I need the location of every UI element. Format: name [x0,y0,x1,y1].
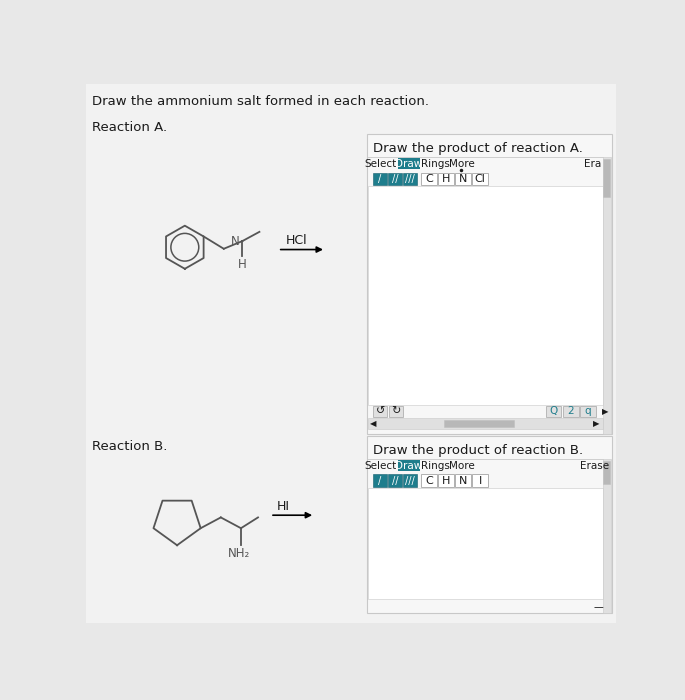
Text: N: N [459,475,467,486]
Bar [603,159,610,197]
Text: More: More [449,159,475,169]
Text: Draw: Draw [395,159,423,169]
Bar [367,436,612,613]
Text: Draw: Draw [395,461,423,471]
Text: /: / [379,174,382,183]
Text: ///: /// [405,475,414,486]
Text: N: N [459,174,467,183]
Bar [388,475,402,486]
Bar [398,158,420,169]
Bar [473,475,488,486]
Bar [373,172,387,185]
Text: 2: 2 [567,406,574,416]
Text: NH₂: NH₂ [228,547,251,560]
Text: ▶: ▶ [593,419,599,428]
Bar [580,406,595,416]
Bar [438,172,453,185]
Text: Rings: Rings [421,461,450,471]
Text: Cl: Cl [475,174,486,183]
Text: Draw the product of reaction B.: Draw the product of reaction B. [373,444,583,456]
Text: Reaction B.: Reaction B. [92,440,167,453]
Text: q: q [584,406,591,416]
Text: Erase: Erase [580,461,610,471]
Bar [456,172,471,185]
Text: Q: Q [549,406,558,416]
Text: //: // [392,475,398,486]
Bar [445,420,514,428]
Text: C: C [425,475,433,486]
Text: Reaction A.: Reaction A. [92,121,167,134]
Bar [473,172,488,185]
Bar [388,172,402,185]
Bar [438,475,453,486]
Text: N: N [232,234,240,248]
Bar [603,157,611,434]
Bar [421,172,437,185]
Text: Era: Era [584,159,601,169]
Text: Draw the ammonium salt formed in each reaction.: Draw the ammonium salt formed in each re… [92,94,429,108]
Text: ///: /// [405,174,414,183]
Text: HCl: HCl [286,234,308,247]
Text: ↺: ↺ [375,406,385,416]
Bar [403,475,416,486]
Text: Draw the product of reaction A.: Draw the product of reaction A. [373,141,583,155]
Text: Rings: Rings [421,159,450,169]
Text: ◀: ◀ [370,419,376,428]
Text: Select: Select [364,461,396,471]
Bar [398,460,420,471]
Bar [603,461,610,484]
Text: ↻: ↻ [391,406,400,416]
Text: More: More [449,461,475,471]
Bar [603,459,611,613]
Text: H: H [238,258,247,271]
Bar [563,406,579,416]
Bar [546,406,562,416]
Text: I: I [479,475,482,486]
Bar [367,134,612,434]
Bar [368,418,603,429]
Bar [368,489,603,599]
Text: HI: HI [277,500,290,513]
Bar [368,186,603,405]
Text: ▶: ▶ [602,407,609,416]
Text: C: C [425,174,433,183]
Bar [373,475,387,486]
Text: H: H [442,475,450,486]
Text: /: / [379,475,382,486]
Bar [421,475,437,486]
Bar [373,406,387,416]
Bar [388,406,403,416]
Text: Select: Select [364,159,396,169]
Text: //: // [392,174,398,183]
Bar [403,172,416,185]
Text: H: H [442,174,450,183]
Text: —: — [593,602,603,612]
Bar [456,475,471,486]
